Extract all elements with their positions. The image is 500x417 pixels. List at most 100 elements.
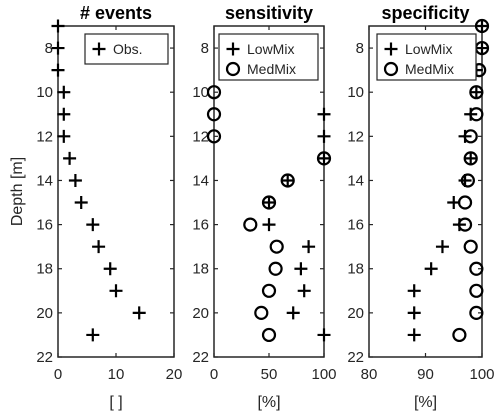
legend-label: LowMix [247,41,294,57]
data-point-plus [281,173,295,187]
data-point-plus [297,284,311,298]
data-point-plus [464,151,478,165]
data-point-plus [57,129,71,143]
data-point-circle [316,151,332,166]
panel-title: # events [80,3,152,23]
y-tick-label: 12 [192,128,209,145]
y-tick-label: 10 [36,84,53,101]
data-point-circle [269,239,284,254]
data-point-circle [463,239,478,254]
panel-title: specificity [381,3,469,23]
data-point-circle [460,173,475,188]
data-point-circle [261,283,277,298]
data-point-circle [268,261,283,276]
x-axis-label: [%] [414,394,437,411]
data-point-plus [317,129,331,143]
data-point-circle [463,129,478,144]
data-point-plus [317,328,331,342]
data-point-plus [103,262,117,276]
y-tick-label: 14 [192,172,209,189]
legend-circle-marker [383,61,399,77]
data-point-plus [109,284,123,298]
y-tick-label: 18 [347,261,364,278]
data-point-plus [469,85,483,99]
x-tick-label: 90 [417,366,434,383]
x-tick-label: 20 [166,366,183,383]
x-axis-label: [%] [257,394,280,411]
data-point-plus [132,306,146,320]
data-point-plus [435,240,449,254]
y-tick-label: 22 [347,349,364,366]
data-point-plus [294,262,308,276]
y-tick-label: 8 [45,40,53,57]
legend: LowMix MedMix [218,33,319,81]
data-point-plus [86,328,100,342]
legend: Obs. [84,33,169,65]
panel-2: 8 10 12 14 16 18 20 220 50 100 sensitivity [%] LowMi… [192,3,336,411]
y-tick-label: 12 [347,128,364,145]
data-point-plus [317,107,331,121]
data-point-plus [86,218,100,232]
legend-label: MedMix [405,61,454,77]
y-tick-label: 20 [192,305,209,322]
data-point-plus [68,173,82,187]
data-point-plus [92,240,106,254]
legend-circle-marker [225,61,241,77]
x-tick-label: 10 [108,366,125,383]
data-point-circle [261,327,277,343]
data-point-plus [407,284,421,298]
panel-title: sensitivity [225,3,313,23]
y-axis-label: Depth [m] [9,157,26,226]
legend-box [376,33,477,81]
data-point-plus [317,151,331,165]
data-point-circle [452,327,467,343]
data-point-plus [57,85,71,99]
data-point-circle [474,18,490,34]
data-point-plus [262,196,276,210]
data-point-plus [286,306,300,320]
data-point-plus [407,306,421,320]
x-tick-label: 100 [469,366,494,383]
x-axis-label: [ ] [109,394,122,411]
y-tick-label: 10 [347,84,364,101]
y-tick-label: 18 [192,261,209,278]
data-point-circle [469,85,484,100]
y-tick-label: 8 [201,40,209,57]
data-point-circle [457,217,473,232]
x-tick-label: 50 [261,366,278,383]
data-point-circle [463,151,478,166]
legend-plus-marker [92,42,106,56]
y-tick-label: 22 [36,349,53,366]
data-point-circle [280,173,295,188]
legend: LowMix MedMix [376,33,477,81]
data-point-circle [243,217,258,232]
data-point-circle [457,195,473,210]
data-point-circle [469,283,484,298]
y-tick-label: 18 [36,261,53,278]
legend-box [218,33,319,81]
data-point-plus [302,240,316,254]
data-point-circle [206,107,222,122]
data-point-circle [254,305,269,320]
data-point-circle [206,85,222,100]
data-point-plus [475,41,489,55]
y-tick-label: 14 [36,172,53,189]
panel-1: 8 10 12 14 16 18 20 220 10 20 # events [ ] Depth [m]… [9,3,182,411]
y-tick-label: 14 [347,172,364,189]
data-point-plus [74,196,88,210]
data-point-plus [51,63,65,77]
x-tick-label: 100 [311,366,336,383]
data-point-plus [51,19,65,33]
y-tick-label: 12 [36,128,53,145]
y-tick-label: 22 [192,349,209,366]
y-tick-label: 16 [36,217,53,234]
data-point-plus [407,328,421,342]
data-point-plus [475,19,489,33]
data-point-plus [63,151,77,165]
x-tick-label: 0 [54,366,62,383]
y-tick-label: 8 [356,40,364,57]
data-point-plus [57,107,71,121]
y-tick-label: 20 [36,305,53,322]
